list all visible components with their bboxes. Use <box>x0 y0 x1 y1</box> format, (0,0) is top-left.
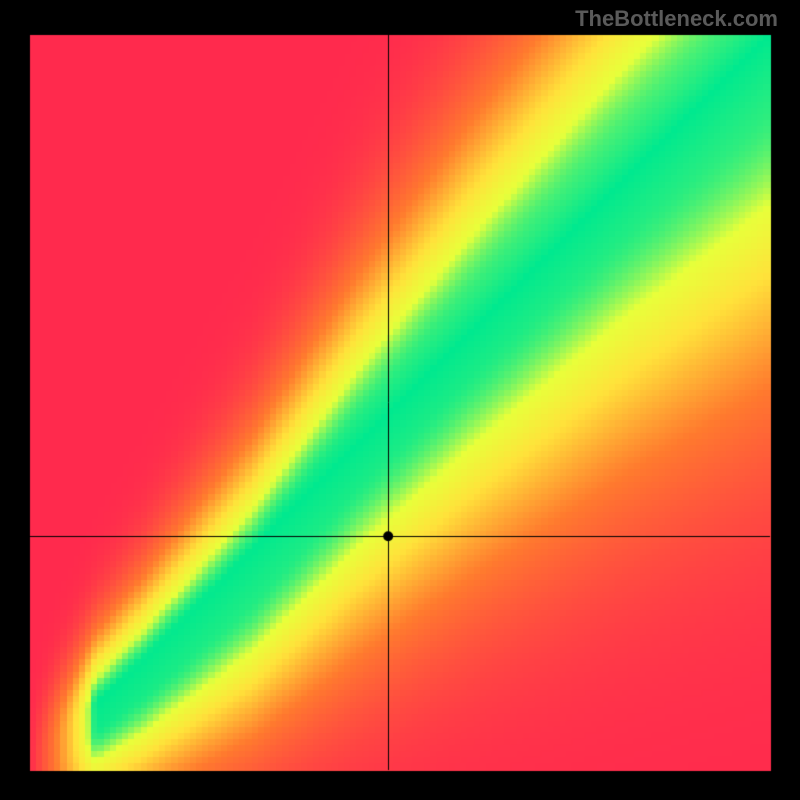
bottleneck-heatmap <box>0 0 800 800</box>
watermark-text: TheBottleneck.com <box>575 6 778 32</box>
